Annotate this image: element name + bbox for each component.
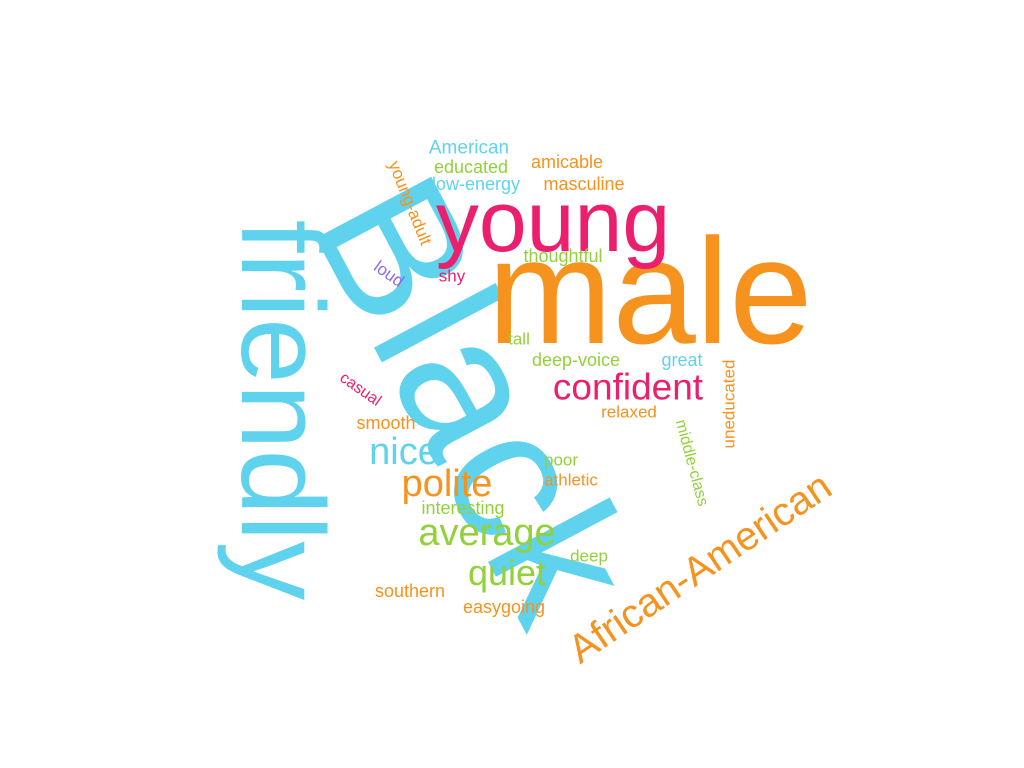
word-interesting: interesting: [421, 498, 505, 518]
word-average: average: [418, 512, 556, 554]
word-athletic: athletic: [544, 470, 598, 490]
word-confident: confident: [552, 366, 704, 408]
word-great: great: [661, 350, 703, 370]
word-educated: educated: [433, 157, 509, 177]
word-deep: deep: [570, 546, 608, 566]
word-uneducated: uneducated: [719, 359, 739, 449]
word-poor: poor: [543, 450, 579, 470]
word-southern: southern: [374, 581, 446, 601]
word-amicable: amicable: [530, 152, 604, 172]
word-polite: polite: [401, 463, 493, 505]
word-smooth: smooth: [356, 413, 416, 433]
word-tall: tall: [508, 329, 530, 349]
word-young: young: [435, 174, 671, 270]
word-masculine: masculine: [543, 174, 625, 194]
word-male: male: [487, 207, 813, 375]
word-middle-class: middle-class: [671, 417, 712, 509]
word-easygoing: easygoing: [462, 597, 546, 617]
word-low-energy: low-energy: [431, 174, 521, 194]
word-shy: shy: [438, 266, 466, 286]
word-american: American: [428, 137, 510, 159]
word-nice: nice: [369, 431, 439, 473]
word-relaxed: relaxed: [601, 402, 657, 422]
word-deep-voice: deep-voice: [531, 350, 621, 370]
word-quiet: quiet: [467, 552, 547, 593]
word-thoughtful: thoughtful: [523, 246, 603, 266]
